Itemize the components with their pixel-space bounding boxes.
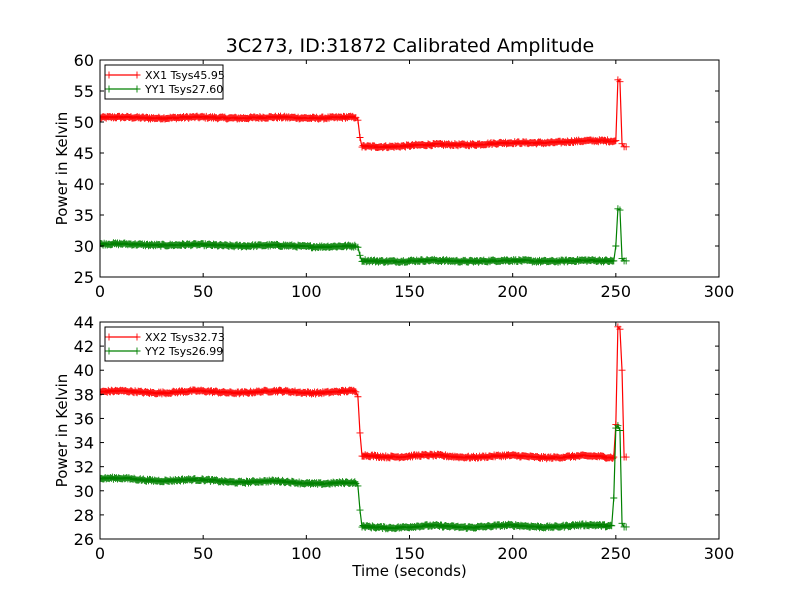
bottom-y-tick-label: 26 <box>74 530 94 549</box>
top-legend-marker <box>133 71 141 79</box>
top-y-tick-label: 35 <box>74 206 94 225</box>
bottom-legend-marker <box>105 333 113 341</box>
bottom-legend-marker <box>133 347 141 355</box>
bottom-series-markers-2 <box>100 422 630 533</box>
top-y-axis-label: Power in Kelvin <box>53 112 71 226</box>
top-y-tick-label: 30 <box>74 237 94 256</box>
top-chart-panel: 0 50 100 150 200 250 300 25 30 35 40 45 50 55 60 Power … <box>53 51 734 301</box>
bottom-x-tick-label: 300 <box>704 544 735 563</box>
bottom-y-tick-label: 28 <box>74 506 94 525</box>
top-y-tick-label: 50 <box>74 113 94 132</box>
bottom-series-line-2 <box>100 424 627 530</box>
bottom-x-tick-label: 250 <box>601 544 632 563</box>
top-legend-marker <box>133 85 141 93</box>
bottom-x-tick-label: 200 <box>497 544 528 563</box>
top-legend-marker <box>105 71 113 79</box>
bottom-y-tick-label: 42 <box>74 337 94 356</box>
top-x-tick-label: 100 <box>291 282 322 301</box>
top-legend-marker <box>105 85 113 93</box>
top-x-tick-label: 250 <box>601 282 632 301</box>
bottom-y-tick-label: 38 <box>74 385 94 404</box>
top-x-tick-label: 0 <box>95 282 105 301</box>
bottom-y-axis-label: Power in Kelvin <box>53 374 71 488</box>
bottom-y-tick-label: 36 <box>74 409 94 428</box>
bottom-y-tick-label: 40 <box>74 361 94 380</box>
bottom-y-tick-label: 32 <box>74 458 94 477</box>
bottom-legend-box <box>104 326 224 362</box>
top-x-tick-label: 300 <box>704 282 735 301</box>
bottom-legend-label-2: YY2 Tsys26.99 <box>144 345 223 358</box>
bottom-x-axis-label: Time (seconds) <box>351 562 467 580</box>
bottom-x-tick-label: 0 <box>95 544 105 563</box>
bottom-y-tick-label: 30 <box>74 482 94 501</box>
top-x-tick-label: 200 <box>497 282 528 301</box>
bottom-y-tick-label: 34 <box>74 434 94 453</box>
bottom-series-markers-1 <box>100 323 630 463</box>
bottom-x-tick-label: 50 <box>193 544 213 563</box>
top-x-tick-label: 50 <box>193 282 213 301</box>
top-legend-label-1: XX1 Tsys45.95 <box>145 69 225 82</box>
top-y-tick-label: 55 <box>74 82 94 101</box>
top-legend-label-2: YY1 Tsys27.60 <box>144 83 223 96</box>
top-series-markers-2 <box>100 205 630 266</box>
bottom-legend-marker <box>105 347 113 355</box>
bottom-legend-marker <box>133 333 141 341</box>
top-x-tick-label: 150 <box>394 282 425 301</box>
top-legend-box <box>104 64 224 100</box>
top-series-markers-1 <box>100 76 630 152</box>
bottom-x-tick-label: 100 <box>291 544 322 563</box>
top-y-tick-label: 40 <box>74 175 94 194</box>
figure-title: 3C273, ID:31872 Calibrated Amplitude <box>226 35 594 57</box>
bottom-x-tick-label: 150 <box>394 544 425 563</box>
top-series-line-2 <box>100 207 627 264</box>
top-y-tick-label: 45 <box>74 144 94 163</box>
top-y-tick-label: 25 <box>74 268 94 287</box>
bottom-legend-label-1: XX2 Tsys32.73 <box>145 331 225 344</box>
bottom-chart-panel: 0 50 100 150 200 250 300 26 28 30 32 34 36 38 40 42 44 Po… <box>53 313 734 580</box>
bottom-y-tick-label: 44 <box>74 313 94 332</box>
top-y-tick-label: 60 <box>74 51 94 70</box>
